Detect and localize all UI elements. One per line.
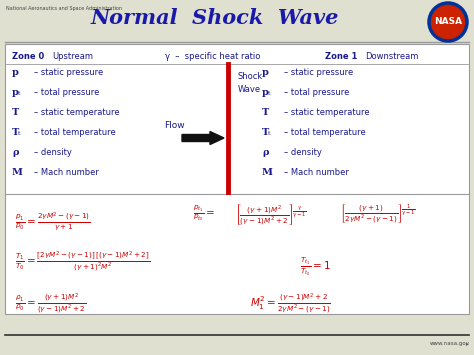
Text: t: t [18, 131, 20, 136]
Text: – total pressure: – total pressure [34, 88, 100, 97]
Text: – static pressure: – static pressure [34, 68, 103, 77]
Text: $\frac{p_1}{p_0} = \frac{2\gamma M^2 - (\gamma - 1)}{\gamma + 1}$: $\frac{p_1}{p_0} = \frac{2\gamma M^2 - (… [15, 210, 91, 232]
Text: T: T [262, 128, 269, 137]
Text: – total temperature: – total temperature [34, 128, 116, 137]
Text: p: p [12, 88, 19, 97]
Text: Downstream: Downstream [365, 52, 419, 61]
Text: NASA: NASA [434, 17, 462, 27]
Text: T: T [12, 108, 19, 117]
Text: t: t [268, 131, 271, 136]
Text: t: t [18, 91, 20, 96]
Text: Flow: Flow [164, 121, 184, 130]
Text: γ  –  specific heat ratio: γ – specific heat ratio [165, 52, 260, 61]
Text: $\frac{p_{t_1}}{p_{t_0}}=$: $\frac{p_{t_1}}{p_{t_0}}=$ [193, 203, 215, 223]
Text: – total pressure: – total pressure [284, 88, 349, 97]
Text: ρ: ρ [12, 148, 18, 157]
Text: t: t [268, 91, 271, 96]
Text: Shock
Wave: Shock Wave [238, 72, 263, 93]
Text: – density: – density [284, 148, 322, 157]
Text: p: p [262, 68, 269, 77]
FancyBboxPatch shape [5, 44, 469, 314]
Text: ρ: ρ [262, 148, 268, 157]
Text: $\frac{\rho_1}{\rho_0} = \frac{(\gamma+1)M^2}{(\gamma-1)M^2+2}$: $\frac{\rho_1}{\rho_0} = \frac{(\gamma+1… [15, 292, 86, 316]
Text: – static pressure: – static pressure [284, 68, 353, 77]
Text: p: p [262, 88, 269, 97]
Text: Zone 1: Zone 1 [325, 52, 357, 61]
Text: www.nasa.gov: www.nasa.gov [430, 341, 470, 346]
Text: M: M [262, 168, 273, 177]
Text: $M_1^2 = \frac{(\gamma-1)M^2+2}{2\gamma M^2-(\gamma-1)}$: $M_1^2 = \frac{(\gamma-1)M^2+2}{2\gamma … [250, 292, 331, 316]
Text: – static temperature: – static temperature [34, 108, 119, 117]
Text: $\left[\frac{(\gamma+1)}{2\gamma M^2-(\gamma-1)}\right]^{\!\frac{1}{\gamma-1}}$: $\left[\frac{(\gamma+1)}{2\gamma M^2-(\g… [340, 203, 416, 226]
Text: $\frac{T_{t_1}}{T_{t_0}} = 1$: $\frac{T_{t_1}}{T_{t_0}} = 1$ [300, 255, 331, 278]
Text: p: p [12, 68, 19, 77]
Text: – total temperature: – total temperature [284, 128, 366, 137]
Text: Normal  Shock  Wave: Normal Shock Wave [91, 8, 339, 28]
Text: – density: – density [34, 148, 72, 157]
Text: ▸: ▸ [466, 341, 469, 346]
FancyArrow shape [182, 131, 224, 144]
Text: – Mach number: – Mach number [34, 168, 99, 177]
Text: $\left[\frac{(\gamma+1) M^2}{(\gamma-1) M^2+2}\right]^{\!\frac{\gamma}{\gamma-1}: $\left[\frac{(\gamma+1) M^2}{(\gamma-1) … [235, 203, 307, 228]
Text: – static temperature: – static temperature [284, 108, 370, 117]
Text: Upstream: Upstream [52, 52, 93, 61]
Text: – Mach number: – Mach number [284, 168, 349, 177]
Text: T: T [12, 128, 19, 137]
Text: Zone 0: Zone 0 [12, 52, 44, 61]
Text: $\frac{T_1}{T_0} = \frac{[2\gamma M^2 - (\gamma-1)]\,[(\gamma-1)M^2+2]}{(\gamma+: $\frac{T_1}{T_0} = \frac{[2\gamma M^2 - … [15, 250, 150, 274]
Text: National Aeronautics and Space Administration: National Aeronautics and Space Administr… [6, 6, 122, 11]
Text: 1: 1 [268, 171, 272, 176]
Circle shape [429, 3, 467, 41]
Text: M: M [12, 168, 23, 177]
Text: T: T [262, 108, 269, 117]
